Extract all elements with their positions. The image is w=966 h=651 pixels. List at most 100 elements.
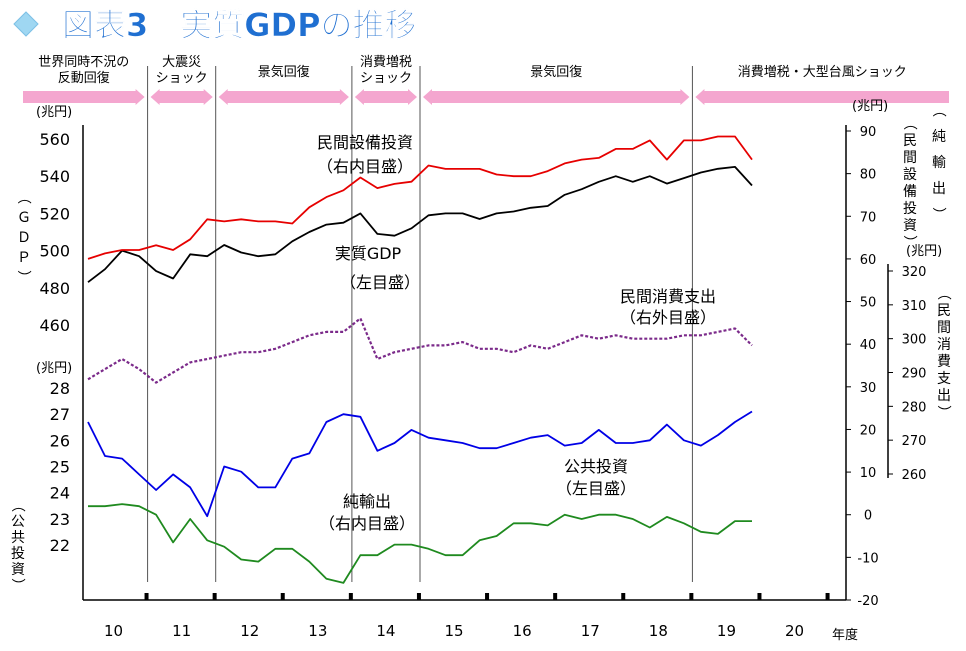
axis-title-char: 消 (937, 337, 951, 353)
x-tick-label: 12 (240, 622, 259, 640)
right-inner-tick-label: 70 (860, 210, 877, 225)
consumption-line (87, 317, 753, 384)
event-label: 景気回復 (530, 64, 582, 80)
gdp-annotation-line2: （左目盛） (340, 273, 420, 292)
axis-title-char: 輸 (932, 155, 946, 171)
series-annotations: 民間設備投資 （右内目盛） 実質GDP （左目盛） 民間消費支出 （右外目盛） … (317, 133, 716, 533)
left-lower-tick-label: 23 (50, 510, 70, 529)
net-exports-annotation-line2: （右内目盛） (319, 514, 415, 533)
left-upper-tick-label: 520 (39, 204, 70, 223)
event-arrow (150, 89, 213, 105)
right-outer-tick-label: 290 (902, 367, 927, 382)
x-tick-mark (212, 593, 217, 600)
axis-ticks: 5605405205004804602827262524232290807060… (39, 125, 926, 640)
capex-annotation-line1: 民間設備投資 (317, 133, 413, 152)
consumption-annotation-line1: 民間消費支出 (620, 287, 716, 306)
right-outer-tick-label: 280 (902, 400, 927, 415)
x-tick-label: 18 (649, 622, 668, 640)
x-tick-mark (348, 593, 353, 600)
net-exports-axis-title: （ 純輸出 ） (930, 103, 946, 221)
axis-title-char: Ｇ (17, 210, 31, 226)
x-axis-label: 年度 (832, 627, 858, 643)
x-tick-label: 17 (581, 622, 600, 640)
public-investment-line (87, 410, 753, 518)
axes-frame (82, 125, 889, 601)
right-inner-tick-label: 0 (864, 509, 872, 524)
x-tick-label: 14 (376, 622, 395, 640)
chart-title: 図表3 実質GDPの推移 (62, 6, 417, 44)
right-inner-tick-label: 80 (860, 168, 877, 183)
left-upper-tick-label: 460 (39, 316, 70, 335)
axis-title-char: 出 (937, 388, 951, 404)
axis-title-char: ） (901, 235, 917, 249)
title-block: 図表3 実質GDPの推移 (13, 6, 417, 44)
right-inner-tick-label: 10 (860, 466, 877, 481)
right-outer-tick-label: 270 (902, 434, 927, 449)
x-tick-mark (553, 593, 558, 600)
event-arrow (354, 89, 417, 105)
axis-title-char: （ (901, 116, 917, 130)
axis-title-char: 設 (903, 167, 917, 183)
event-label: 消費増税・大型台風ショック (738, 65, 907, 80)
axis-title-char: Ｄ (17, 230, 31, 246)
axis-title-char: 資 (903, 218, 917, 234)
right-outer-unit: (兆円) (906, 244, 942, 259)
x-tick-label: 15 (445, 622, 464, 640)
axis-title-char: 備 (903, 184, 917, 200)
right-inner-tick-label: 30 (860, 381, 877, 396)
left-lower-tick-label: 25 (50, 458, 70, 477)
capex-line (87, 135, 753, 260)
consumption-axis-title: （ 民間消費支出） (935, 286, 951, 419)
axis-title-char: （ (930, 103, 946, 117)
right-inner-tick-label: 60 (860, 253, 877, 268)
x-tick-mark (825, 593, 830, 600)
event-label: 消費増税 (360, 55, 412, 70)
axis-title-char: ） (15, 270, 31, 284)
left-lower-unit: (兆円) (36, 361, 72, 376)
x-tick-mark (280, 593, 285, 600)
axis-title-char: ） (935, 405, 951, 419)
x-tick-mark (416, 593, 421, 600)
axis-title-char: 公 (11, 514, 25, 530)
axis-title-char: 民 (903, 133, 917, 149)
left-lower-tick-label: 22 (50, 536, 70, 555)
gdp-annotation-line1: 実質GDP (335, 244, 402, 263)
left-upper-tick-label: 500 (39, 242, 70, 261)
axis-title-char: 間 (903, 150, 917, 166)
right-inner-tick-label: 90 (860, 125, 877, 140)
x-tick-mark (144, 593, 149, 600)
right-outer-tick-label: 310 (902, 299, 927, 314)
axis-title-char: Ｐ (17, 250, 31, 266)
public-investment-annotation-line1: 公共投資 (564, 457, 628, 476)
left-upper-tick-label: 560 (39, 130, 70, 149)
x-tick-label: 11 (172, 622, 191, 640)
axis-title-char: 投 (903, 201, 917, 217)
capex-annotation-line2: （右内目盛） (317, 157, 413, 176)
axis-titles: （ＧＤＰ）（公共投資）（民間設備投資）（純輸出）（民間消費支出） (9, 103, 951, 592)
axis-title-char: 民 (937, 303, 951, 319)
left-upper-unit: (兆円) (36, 105, 72, 120)
event-label: ショック (156, 71, 208, 86)
gdp-axis-title: （ ＧＤＰ ） (15, 190, 31, 284)
left-lower-tick-label: 26 (50, 431, 70, 450)
axis-title-char: ） (930, 207, 946, 221)
right-inner-tick-label: -10 (857, 551, 878, 566)
event-label: 世界同時不況の (38, 55, 129, 70)
axis-title-char: （ (935, 286, 951, 300)
axis-title-char: 純 (932, 129, 946, 145)
right-inner-unit: (兆円) (852, 99, 888, 114)
left-upper-tick-label: 540 (39, 167, 70, 186)
event-dividers (147, 66, 693, 582)
x-tick-label: 19 (717, 622, 736, 640)
event-arrow (423, 89, 690, 105)
right-outer-tick-label: 300 (902, 333, 927, 348)
gdp-line (87, 165, 753, 283)
axis-title-char: （ (9, 498, 25, 512)
x-tick-label: 16 (513, 622, 532, 640)
axis-title-char: 費 (937, 354, 951, 370)
left-lower-tick-label: 28 (50, 379, 70, 398)
x-tick-label: 10 (104, 622, 123, 640)
x-tick-mark (757, 593, 762, 600)
